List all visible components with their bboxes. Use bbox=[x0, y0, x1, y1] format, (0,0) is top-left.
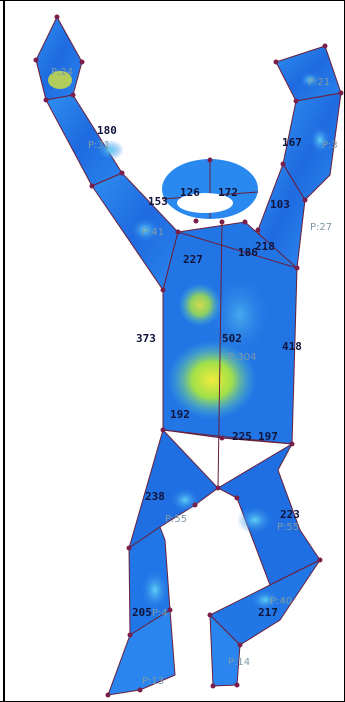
left-leg bbox=[107, 429, 219, 696]
pressure-label: P:40 bbox=[270, 596, 292, 607]
label-238: 238 bbox=[145, 490, 165, 503]
label-205: 205 bbox=[132, 606, 152, 619]
label-502: 502 bbox=[222, 332, 242, 345]
label-126: 126 bbox=[180, 186, 200, 199]
label-218: 218 bbox=[255, 240, 275, 253]
head bbox=[161, 159, 259, 219]
label-172: 172 bbox=[218, 186, 238, 199]
pressure-label: P:27 bbox=[310, 222, 332, 233]
label-225: 225 bbox=[232, 430, 252, 443]
right-arm bbox=[257, 45, 342, 269]
label-227: 227 bbox=[183, 253, 203, 266]
label-217: 217 bbox=[258, 606, 278, 619]
label-418: 418 bbox=[282, 340, 302, 353]
label-103: 103 bbox=[270, 198, 290, 211]
pressure-label: P:55 bbox=[165, 514, 187, 525]
left-arm bbox=[35, 15, 179, 292]
label-223: 223 bbox=[280, 508, 300, 521]
label-180: 180 bbox=[97, 124, 117, 137]
pressure-label: P:4 bbox=[152, 608, 168, 619]
pressure-label: P:24 bbox=[51, 67, 73, 78]
right-leg bbox=[209, 442, 322, 687]
joint-nodes bbox=[33, 14, 344, 698]
pressure-label: P:21 bbox=[308, 77, 330, 88]
pressure-label: P:55 bbox=[277, 522, 299, 533]
pressure-label: P:31 bbox=[88, 140, 110, 151]
label-153: 153 bbox=[148, 195, 168, 208]
torso bbox=[162, 221, 298, 489]
label-197: 197 bbox=[258, 430, 278, 443]
frame-border-left bbox=[3, 0, 5, 702]
pressure-label: P:3 bbox=[322, 140, 338, 151]
pressure-label: P:304 bbox=[228, 352, 257, 363]
pressure-label: P:14 bbox=[228, 657, 250, 668]
label-373: 373 bbox=[136, 332, 156, 345]
label-192: 192 bbox=[170, 408, 190, 421]
label-186: 186 bbox=[238, 246, 258, 259]
frame-border-top bbox=[0, 0, 345, 1]
pressure-label: P:41 bbox=[142, 227, 164, 238]
label-167: 167 bbox=[282, 136, 302, 149]
pressure-label: P:13 bbox=[142, 676, 164, 687]
